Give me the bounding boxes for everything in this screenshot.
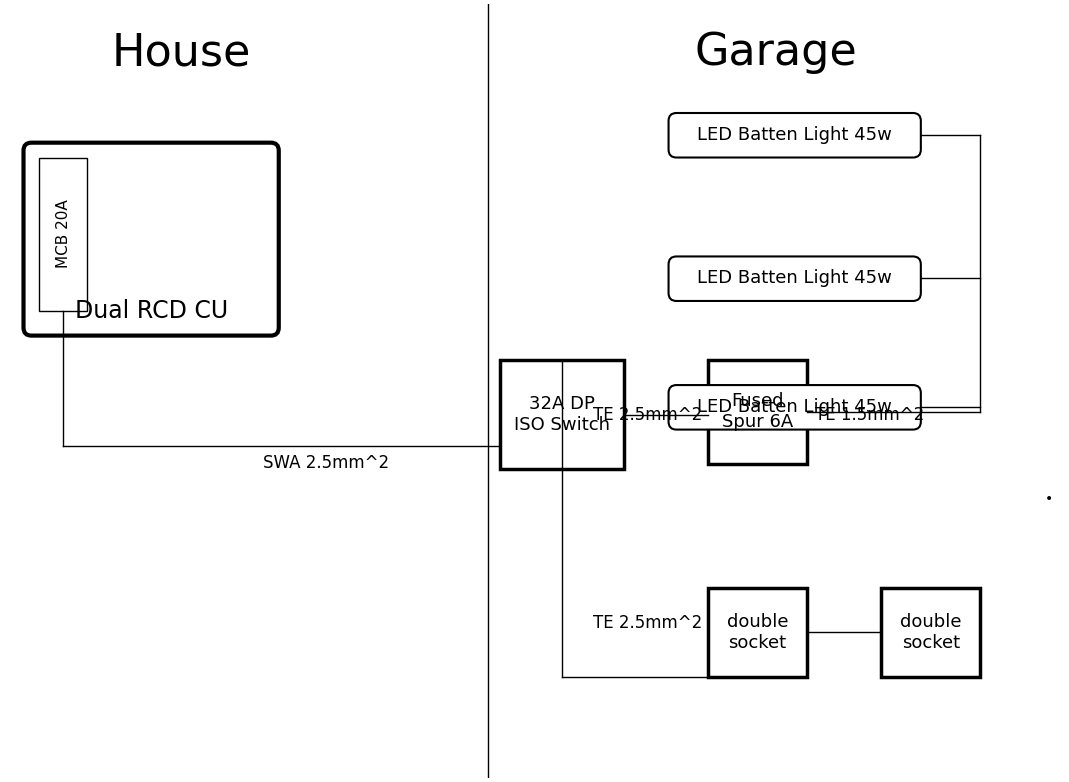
FancyBboxPatch shape xyxy=(668,113,920,157)
Text: LED Batten Light 45w: LED Batten Light 45w xyxy=(697,126,892,144)
FancyBboxPatch shape xyxy=(668,385,920,429)
FancyBboxPatch shape xyxy=(668,256,920,301)
Bar xyxy=(708,361,807,465)
Text: •: • xyxy=(1045,492,1054,506)
Text: TE 2.5mm^2: TE 2.5mm^2 xyxy=(593,406,702,424)
Text: TE 1.5mm^2: TE 1.5mm^2 xyxy=(815,406,925,424)
Text: TE 2.5mm^2: TE 2.5mm^2 xyxy=(593,615,702,633)
Bar xyxy=(40,157,87,311)
Text: MCB 20A: MCB 20A xyxy=(56,199,71,268)
Text: Fused
Spur 6A: Fused Spur 6A xyxy=(722,393,793,431)
Bar xyxy=(708,588,807,677)
Text: double
socket: double socket xyxy=(900,613,961,652)
Text: LED Batten Light 45w: LED Batten Light 45w xyxy=(697,269,892,287)
Bar xyxy=(500,361,624,469)
Text: House: House xyxy=(112,31,251,74)
Text: Garage: Garage xyxy=(694,31,856,74)
Text: Dual RCD CU: Dual RCD CU xyxy=(75,299,228,323)
Text: LED Batten Light 45w: LED Batten Light 45w xyxy=(697,398,892,416)
Bar xyxy=(881,588,980,677)
Text: 32A DP
ISO Switch: 32A DP ISO Switch xyxy=(514,396,609,434)
Text: double
socket: double socket xyxy=(727,613,788,652)
Text: SWA 2.5mm^2: SWA 2.5mm^2 xyxy=(263,454,389,472)
FancyBboxPatch shape xyxy=(24,142,279,335)
